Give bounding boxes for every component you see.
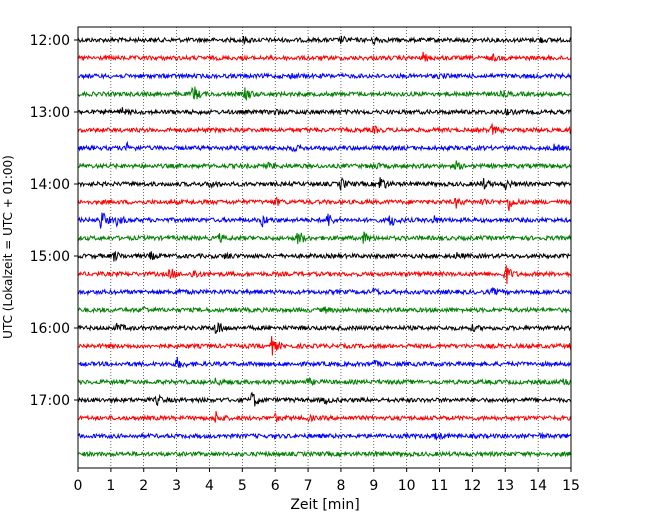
trace-line [77,72,572,80]
x-tick-label: 10 [398,478,416,494]
x-tick-label: 8 [336,478,345,494]
trace-line [77,250,572,262]
x-tick-label: 14 [529,478,547,494]
x-tick-label: 5 [238,478,247,494]
trace-line [77,35,572,46]
x-tick-label: 12 [463,478,481,494]
y-tick-label: 14:00 [30,177,70,193]
x-tick-label: 9 [369,478,378,494]
x-tick-label: 11 [431,478,449,494]
trace-line [77,107,572,117]
trace-line [77,431,572,441]
trace-line [77,212,572,229]
trace-line [77,123,572,135]
x-tick-label: 2 [139,478,148,494]
x-tick-label: 6 [271,478,280,494]
trace-line [77,450,572,458]
plot-area [78,27,571,468]
y-tick-label: 15:00 [30,249,70,265]
trace-line [77,140,572,153]
y-tick-label: 17:00 [30,393,70,409]
x-tick-label: 3 [172,478,181,494]
y-tick-label: 12:00 [30,33,70,49]
x-tick-label: 1 [106,478,115,494]
trace-line [77,86,572,102]
trace-line [77,265,572,285]
trace-line [77,322,572,334]
trace-line [77,336,572,356]
x-axis-label: Zeit [min] [290,497,359,513]
seismic-traces [77,35,572,458]
trace-line [77,177,572,191]
y-axis-ticks: 12:00 13:00 14:00 15:00 16:00 17:00 [30,33,78,409]
trace-line [77,410,572,423]
trace-line [77,305,572,315]
trace-line [77,376,572,386]
trace-line [77,286,572,297]
y-tick-label: 13:00 [30,105,70,121]
trace-line [77,356,572,368]
x-tick-label: 15 [562,478,580,494]
trace-line [77,196,572,211]
y-tick-label: 16:00 [30,321,70,337]
x-tick-label: 13 [496,478,514,494]
plot-frame [77,26,572,469]
trace-line [77,160,572,171]
trace-line [77,51,572,63]
x-axis-ticks: 0 1 2 3 4 5 6 7 8 9 10 11 12 13 14 15 [74,468,580,494]
x-tick-label: 7 [304,478,313,494]
trace-line [77,231,572,245]
trace-line [77,391,572,407]
y-axis-label: UTC (Lokalzeit = UTC + 01:00) [1,155,15,339]
x-tick-label: 0 [74,478,83,494]
x-tick-label: 4 [205,478,214,494]
